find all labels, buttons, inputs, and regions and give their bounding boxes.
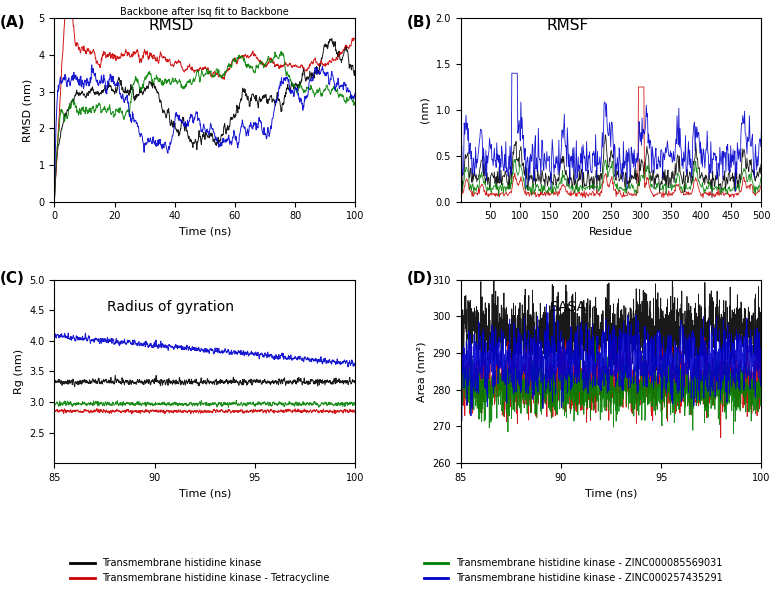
X-axis label: Time (ns): Time (ns): [179, 227, 231, 237]
Text: RMSF: RMSF: [546, 18, 588, 33]
Text: (C): (C): [0, 270, 25, 285]
X-axis label: Time (ns): Time (ns): [179, 488, 231, 499]
Text: (B): (B): [406, 15, 432, 30]
Text: (A): (A): [0, 15, 26, 30]
Y-axis label: Area (nm²): Area (nm²): [416, 341, 427, 402]
Text: RMSD: RMSD: [148, 18, 193, 33]
X-axis label: Time (ns): Time (ns): [585, 488, 637, 499]
Legend: Transmembrane histidine kinase - ZINC000085569031, Transmembrane histidine kinas: Transmembrane histidine kinase - ZINC000…: [420, 554, 726, 587]
Title: Backbone after lsq fit to Backbone: Backbone after lsq fit to Backbone: [120, 7, 289, 18]
Text: Radius of gyration: Radius of gyration: [107, 300, 235, 314]
Text: (D): (D): [406, 270, 433, 285]
Y-axis label: Rg (nm): Rg (nm): [14, 349, 23, 394]
Y-axis label: RMSD (nm): RMSD (nm): [23, 78, 33, 142]
X-axis label: Residue: Residue: [589, 227, 633, 237]
Y-axis label: (nm): (nm): [420, 96, 430, 123]
Text: SASA: SASA: [549, 300, 586, 314]
